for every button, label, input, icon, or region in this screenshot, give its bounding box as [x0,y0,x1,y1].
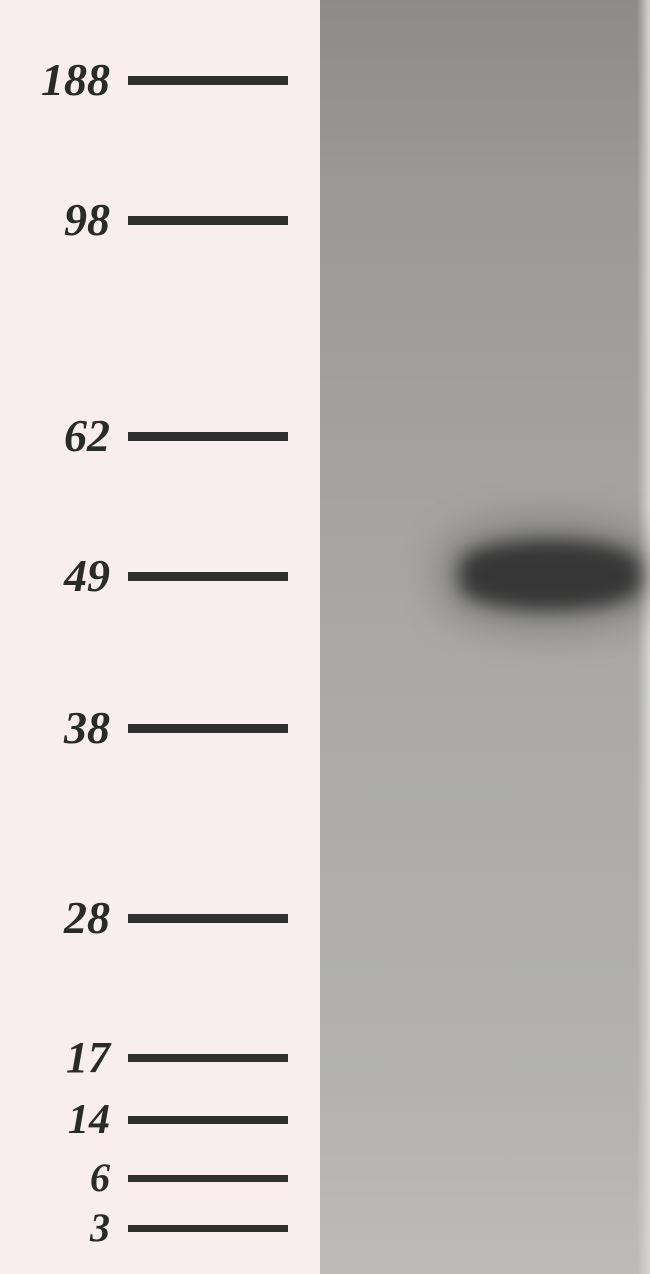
marker-label: 17 [0,1036,110,1080]
marker-label: 28 [0,895,110,941]
marker-label: 188 [0,57,110,103]
marker-line [128,1116,288,1124]
marker-label: 62 [0,413,110,459]
marker-row: 3 [0,1208,288,1248]
marker-row: 6 [0,1158,288,1198]
marker-label: 14 [0,1099,110,1141]
blot-panel [320,0,650,1274]
main-band-halo [440,520,650,630]
marker-line [128,76,288,85]
marker-row: 62 [0,413,288,459]
marker-line [128,216,288,225]
marker-line [128,724,288,733]
marker-row: 28 [0,895,288,941]
marker-row: 14 [0,1099,288,1141]
marker-row: 188 [0,57,288,103]
marker-label: 3 [0,1208,110,1248]
marker-row: 17 [0,1036,288,1080]
marker-row: 38 [0,705,288,751]
marker-line [128,572,288,581]
marker-label: 98 [0,197,110,243]
ladder-panel: 188 98 62 49 38 28 17 14 6 3 [0,0,320,1274]
marker-label: 38 [0,705,110,751]
marker-line [128,1175,288,1182]
marker-label: 6 [0,1158,110,1198]
marker-label: 49 [0,553,110,599]
marker-row: 49 [0,553,288,599]
marker-row: 98 [0,197,288,243]
marker-line [128,1054,288,1062]
marker-line [128,1225,288,1232]
marker-line [128,914,288,923]
marker-line [128,432,288,441]
